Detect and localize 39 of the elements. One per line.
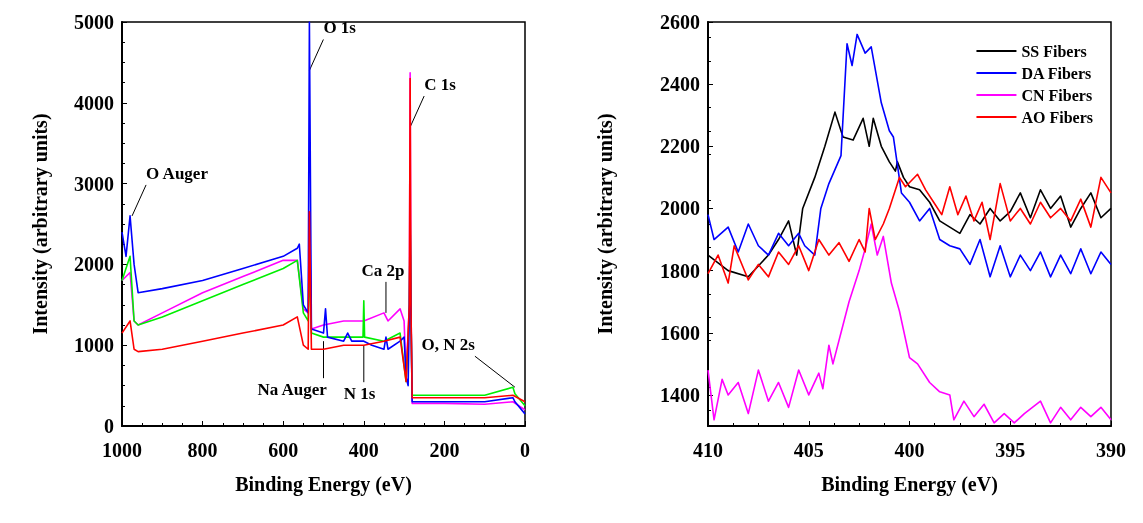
y-tick-label: 2000 [660, 197, 700, 220]
annotation: O Auger [146, 163, 209, 183]
legend-label: DA Fibers [1021, 64, 1092, 82]
annotation: O 1s [323, 18, 357, 38]
y-tick-label: 2400 [660, 73, 700, 96]
annotation: O, N 2s [421, 335, 476, 355]
x-tick-label: 395 [995, 439, 1026, 461]
y-axis-title: Intensity (arbitrary units) [594, 113, 617, 335]
x-tick-label: 405 [793, 439, 824, 461]
y-tick-label: 1000 [74, 334, 114, 357]
y-tick-label: 2000 [74, 253, 114, 276]
x-tick-label: 1000 [102, 439, 142, 461]
y-tick-label: 2600 [660, 11, 700, 33]
x-tick-label: 400 [894, 439, 925, 461]
y-tick-label: 5000 [74, 11, 114, 33]
x-tick-label: 800 [187, 439, 218, 461]
legend-label: SS Fibers [1021, 42, 1087, 60]
x-axis-title: Binding Energy (eV) [235, 473, 412, 496]
x-tick-label: 600 [268, 439, 299, 461]
annotation: C 1s [424, 75, 457, 95]
annotation: Ca 2p [361, 260, 405, 280]
annotation: N 1s [343, 384, 376, 404]
y-tick-label: 4000 [74, 91, 114, 114]
x-axis-title: Binding Energy (eV) [821, 473, 998, 496]
x-tick-label: 0 [520, 439, 530, 461]
annotation: Na Auger [257, 380, 328, 400]
y-tick-label: 3000 [74, 172, 114, 195]
x-tick-label: 410 [693, 439, 723, 461]
legend-label: AO Fibers [1021, 108, 1093, 126]
y-tick-label: 0 [104, 415, 114, 437]
x-tick-label: 390 [1096, 439, 1126, 461]
y-tick-label: 2200 [660, 135, 700, 158]
y-tick-label: 1400 [660, 383, 700, 406]
y-tick-label: 1800 [660, 259, 700, 282]
y-tick-label: 1600 [660, 321, 700, 344]
legend-label: CN Fibers [1021, 86, 1093, 104]
x-tick-label: 200 [429, 439, 460, 461]
y-axis-title: Intensity (arbitrary units) [29, 113, 52, 335]
x-tick-label: 400 [348, 439, 379, 461]
